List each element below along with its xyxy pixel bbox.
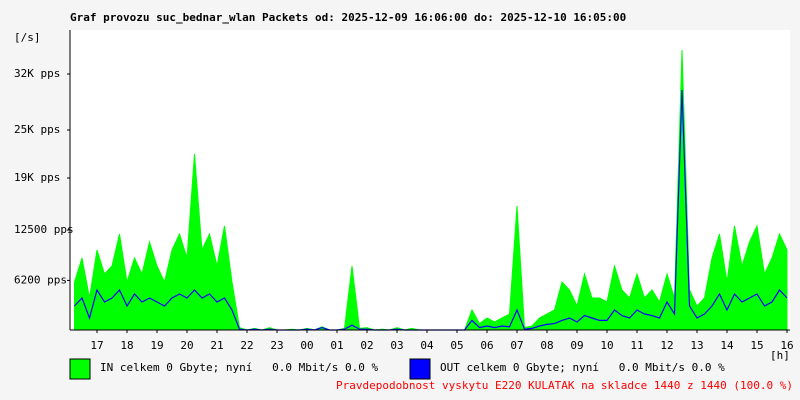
legend-label: OUT celkem 0 Gbyte; nyní 0.0 Mbit/s 0.0 … [440, 361, 725, 374]
x-tick-label: 17 [90, 339, 103, 352]
x-tick-label: 16 [780, 339, 793, 352]
x-tick-label: 10 [600, 339, 613, 352]
x-tick-label: 00 [300, 339, 313, 352]
x-tick-label: 18 [120, 339, 133, 352]
x-axis-label: [h] [770, 349, 790, 362]
footer-note: Pravdepodobnost vyskytu E220 KULATAK na … [336, 379, 793, 392]
x-tick-label: 19 [150, 339, 163, 352]
x-tick-label: 22 [240, 339, 253, 352]
x-tick-label: 20 [180, 339, 193, 352]
x-tick-label: 21 [210, 339, 223, 352]
y-tick-label: 32K pps [14, 67, 60, 80]
x-tick-label: 08 [540, 339, 553, 352]
legend-swatch [69, 358, 91, 380]
y-tick-label: 25K pps [14, 123, 60, 136]
x-tick-label: 23 [270, 339, 283, 352]
x-tick-label: 07 [510, 339, 523, 352]
legend-swatch [409, 358, 431, 380]
x-tick-label: 04 [420, 339, 434, 352]
x-tick-label: 09 [570, 339, 583, 352]
y-tick-label: 19K pps [14, 171, 60, 184]
y-tick-label: 12500 pps [14, 223, 74, 236]
x-tick-label: 02 [360, 339, 373, 352]
chart-title: Graf provozu suc_bednar_wlan Packets od:… [70, 11, 626, 24]
x-tick-label: 06 [480, 339, 493, 352]
x-tick-label: 05 [450, 339, 463, 352]
y-axis-label: [/s] [14, 31, 41, 44]
x-tick-label: 12 [660, 339, 673, 352]
y-tick-label: 6200 pps [14, 273, 67, 286]
x-tick-label: 11 [630, 339, 643, 352]
x-tick-label: 14 [720, 339, 734, 352]
x-tick-label: 03 [390, 339, 403, 352]
x-tick-label: 01 [330, 339, 343, 352]
x-tick-label: 15 [750, 339, 763, 352]
x-tick-label: 13 [690, 339, 703, 352]
legend-label: IN celkem 0 Gbyte; nyní 0.0 Mbit/s 0.0 % [100, 361, 379, 374]
